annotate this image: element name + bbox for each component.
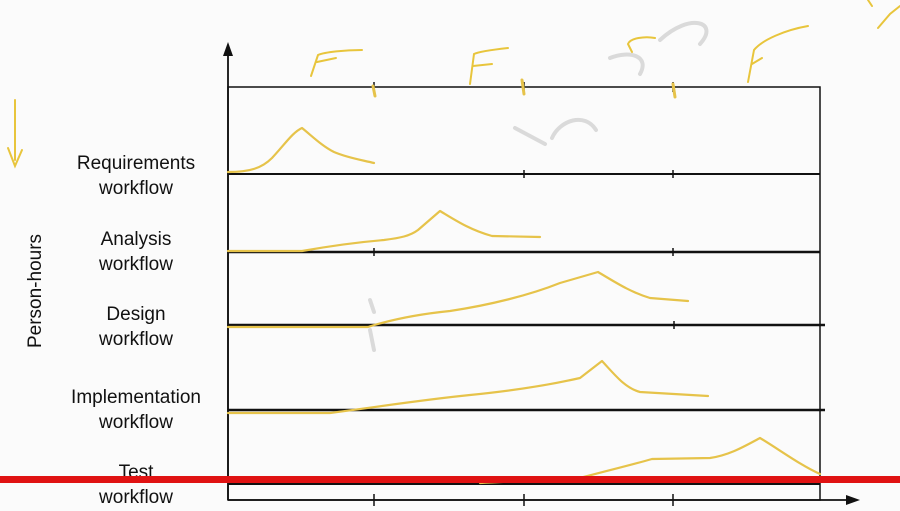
workflow-label-line1: Analysis [100, 229, 172, 250]
workflow-label-line1: Design [106, 304, 166, 325]
workflow-label-analysis: Analysis workflow [46, 227, 226, 277]
workflow-label-line2: workflow [99, 487, 173, 508]
y-axis-label: Person-hours [25, 233, 46, 349]
watermark-strokes [368, 20, 709, 352]
workflow-label-requirements: Requirements workflow [46, 151, 226, 201]
workflow-label-line2: workflow [99, 329, 173, 350]
workflow-label-design: Design workflow [46, 302, 226, 352]
diagram-frame [227, 86, 821, 501]
requirements-curve [226, 126, 376, 174]
red-progress-bar[interactable] [0, 476, 900, 483]
workflow-label-line1: Implementation [71, 387, 201, 408]
workflow-label-test: Test workflow [46, 460, 226, 510]
y-axis-arrow [223, 42, 233, 56]
x-axis-arrow [846, 495, 860, 505]
analysis-curve [226, 209, 542, 253]
phase-ticks [373, 82, 675, 506]
pen-annotation-marks [7, 0, 900, 169]
workflow-label-implementation: Implementation workflow [46, 385, 226, 435]
design-curve [226, 270, 690, 329]
workflow-label-line2: workflow [99, 178, 173, 199]
phase-marker-strokes [371, 78, 677, 99]
workflow-label-line2: workflow [99, 412, 173, 433]
workflow-label-line1: Requirements [76, 153, 196, 174]
implementation-curve [226, 359, 710, 415]
workflow-label-line2: workflow [99, 254, 173, 275]
